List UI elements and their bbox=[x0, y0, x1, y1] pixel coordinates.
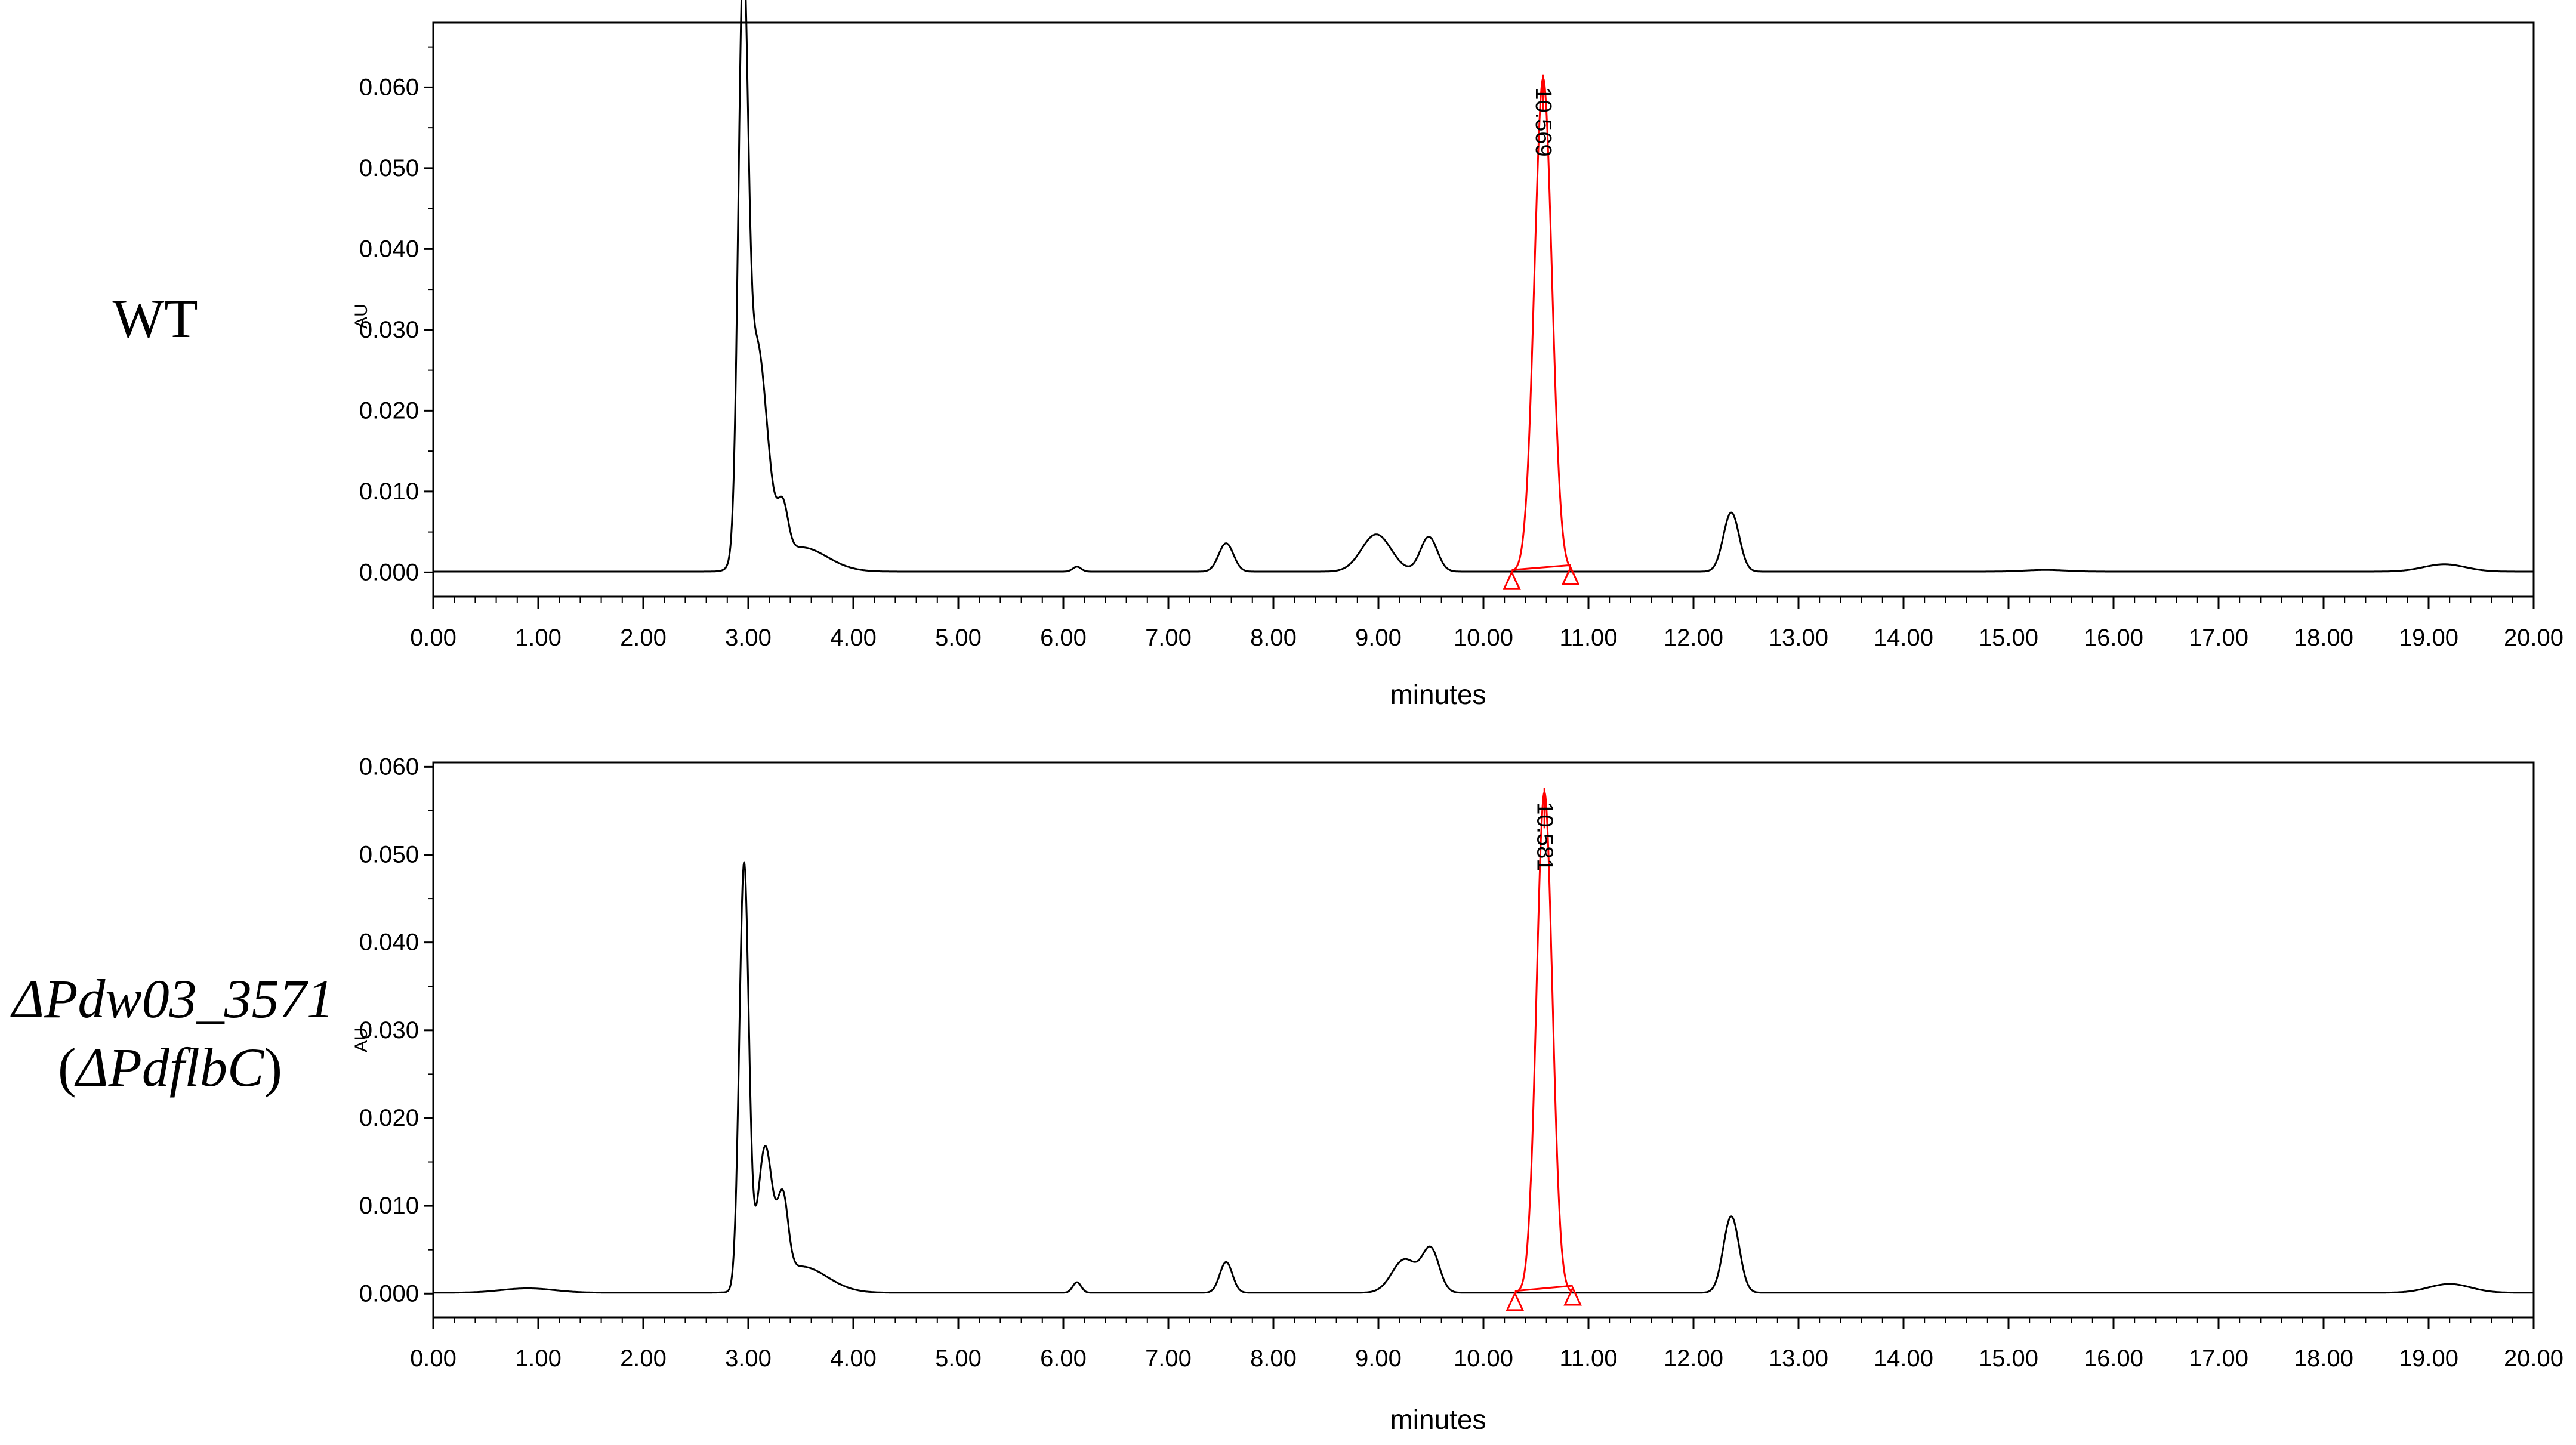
x-tick-label: 17.00 bbox=[2189, 625, 2248, 651]
plot-frame bbox=[432, 761, 2535, 1319]
x-tick-label: 10.00 bbox=[1454, 625, 1513, 651]
y-tick-label: 0.060 bbox=[359, 74, 419, 100]
y-tick-label: 0.010 bbox=[359, 1193, 419, 1219]
y-tick-label: 0.050 bbox=[359, 842, 419, 868]
x-tick-label: 9.00 bbox=[1355, 1345, 1402, 1372]
y-axis-label: AU bbox=[351, 304, 371, 329]
x-tick-label: 5.00 bbox=[935, 1345, 982, 1372]
y-tick-label: 0.060 bbox=[359, 754, 419, 780]
chromatogram-trace-knockout bbox=[433, 861, 2534, 1294]
x-tick-label: 19.00 bbox=[2399, 625, 2458, 651]
x-tick-label: 3.00 bbox=[725, 1345, 772, 1372]
sample-label-knockout: ΔPdw03_3571 bbox=[10, 968, 334, 1029]
x-axis-label: minutes bbox=[1390, 679, 1486, 710]
x-tick-label: 19.00 bbox=[2399, 1345, 2458, 1372]
y-tick-label: 0.020 bbox=[359, 397, 419, 424]
peak-end-marker bbox=[1561, 565, 1580, 585]
chart-panel-knockout: ΔPdw03_3571 (ΔPdflbC) AU minutes 0.0000.… bbox=[10, 754, 2563, 1435]
y-axis-ticks: 0.000 0.010 0.020 0.030 0.040 0.050 0.060 bbox=[359, 46, 433, 585]
y-tick-label: 0.040 bbox=[359, 236, 419, 262]
x-tick-label: 8.00 bbox=[1250, 625, 1297, 651]
x-tick-label: 15.00 bbox=[1979, 1345, 2038, 1372]
x-tick-label: 13.00 bbox=[1769, 625, 1828, 651]
y-tick-label: 0.030 bbox=[359, 317, 419, 343]
x-tick-label: 2.00 bbox=[620, 1345, 667, 1372]
y-axis-ticks: 0.000 0.010 0.020 0.030 0.040 0.050 0.060 bbox=[359, 754, 433, 1307]
y-tick-label: 0.050 bbox=[359, 155, 419, 181]
x-axis-ticks: 0.00 1.00 2.00 3.00 4.00 5.00 6.00 7.00 8.00 9.00… bbox=[410, 1317, 2563, 1372]
x-tick-label: 0.00 bbox=[410, 1345, 456, 1372]
x-tick-label: 6.00 bbox=[1040, 625, 1087, 651]
peak-retention-label: 10.581 bbox=[1532, 802, 1557, 871]
x-tick-label: 5.00 bbox=[935, 625, 982, 651]
x-tick-label: 2.00 bbox=[620, 625, 667, 651]
x-tick-label: 0.00 bbox=[410, 625, 456, 651]
y-tick-label: 0.000 bbox=[359, 1280, 419, 1307]
x-tick-label: 1.00 bbox=[515, 625, 562, 651]
x-tick-label: 11.00 bbox=[1559, 1345, 1617, 1372]
peak-retention-label: 10.569 bbox=[1531, 87, 1556, 156]
x-tick-label: 18.00 bbox=[2294, 1345, 2353, 1372]
y-tick-label: 0.040 bbox=[359, 930, 419, 956]
y-tick-label: 0.010 bbox=[359, 478, 419, 505]
sample-label-knockout-alt: (ΔPdflbC) bbox=[58, 1037, 282, 1098]
peak-baseline bbox=[1511, 564, 1571, 571]
x-tick-label: 4.00 bbox=[830, 625, 877, 651]
x-tick-label: 7.00 bbox=[1145, 1345, 1192, 1372]
x-axis-label: minutes bbox=[1390, 1404, 1486, 1435]
sample-label-wt: WT bbox=[112, 288, 198, 349]
x-tick-label: 18.00 bbox=[2294, 625, 2353, 651]
x-tick-label: 12.00 bbox=[1664, 625, 1723, 651]
x-tick-label: 3.00 bbox=[725, 625, 772, 651]
x-tick-label: 20.00 bbox=[2504, 1345, 2563, 1372]
x-axis-ticks: 0.00 1.00 2.00 3.00 4.00 5.00 6.00 7.00 8.00 9.00… bbox=[410, 597, 2563, 651]
y-tick-label: 0.000 bbox=[359, 559, 419, 585]
x-tick-label: 11.00 bbox=[1559, 625, 1617, 651]
x-tick-label: 4.00 bbox=[830, 1345, 877, 1372]
plot-frame bbox=[432, 21, 2535, 598]
peak-start-marker bbox=[1506, 1291, 1525, 1311]
chromatogram-trace-wt bbox=[433, 0, 2534, 573]
peak-start-marker bbox=[1503, 570, 1521, 590]
chart-panel-wt: WT AU minutes 0.0000.0100.0200.0300.0400… bbox=[112, 0, 2563, 710]
x-tick-label: 8.00 bbox=[1250, 1345, 1297, 1372]
y-axis-label: AU bbox=[351, 1027, 371, 1052]
peak-baseline bbox=[1514, 1285, 1573, 1292]
x-tick-label: 16.00 bbox=[2084, 625, 2143, 651]
x-tick-label: 13.00 bbox=[1769, 1345, 1828, 1372]
peak-end-marker bbox=[1563, 1286, 1582, 1306]
x-tick-label: 20.00 bbox=[2504, 625, 2563, 651]
x-tick-label: 16.00 bbox=[2084, 1345, 2143, 1372]
x-tick-label: 15.00 bbox=[1979, 625, 2038, 651]
x-tick-label: 1.00 bbox=[515, 1345, 562, 1372]
x-tick-label: 12.00 bbox=[1664, 1345, 1723, 1372]
x-tick-label: 17.00 bbox=[2189, 1345, 2248, 1372]
y-tick-label: 0.030 bbox=[359, 1017, 419, 1043]
highlighted-peak-wt bbox=[1511, 78, 1572, 572]
x-tick-label: 9.00 bbox=[1355, 625, 1402, 651]
x-tick-label: 10.00 bbox=[1454, 1345, 1513, 1372]
x-tick-label: 14.00 bbox=[1874, 625, 1933, 651]
x-tick-label: 6.00 bbox=[1040, 1345, 1087, 1372]
y-tick-label: 0.020 bbox=[359, 1105, 419, 1131]
x-tick-label: 7.00 bbox=[1145, 625, 1192, 651]
x-tick-label: 14.00 bbox=[1874, 1345, 1933, 1372]
